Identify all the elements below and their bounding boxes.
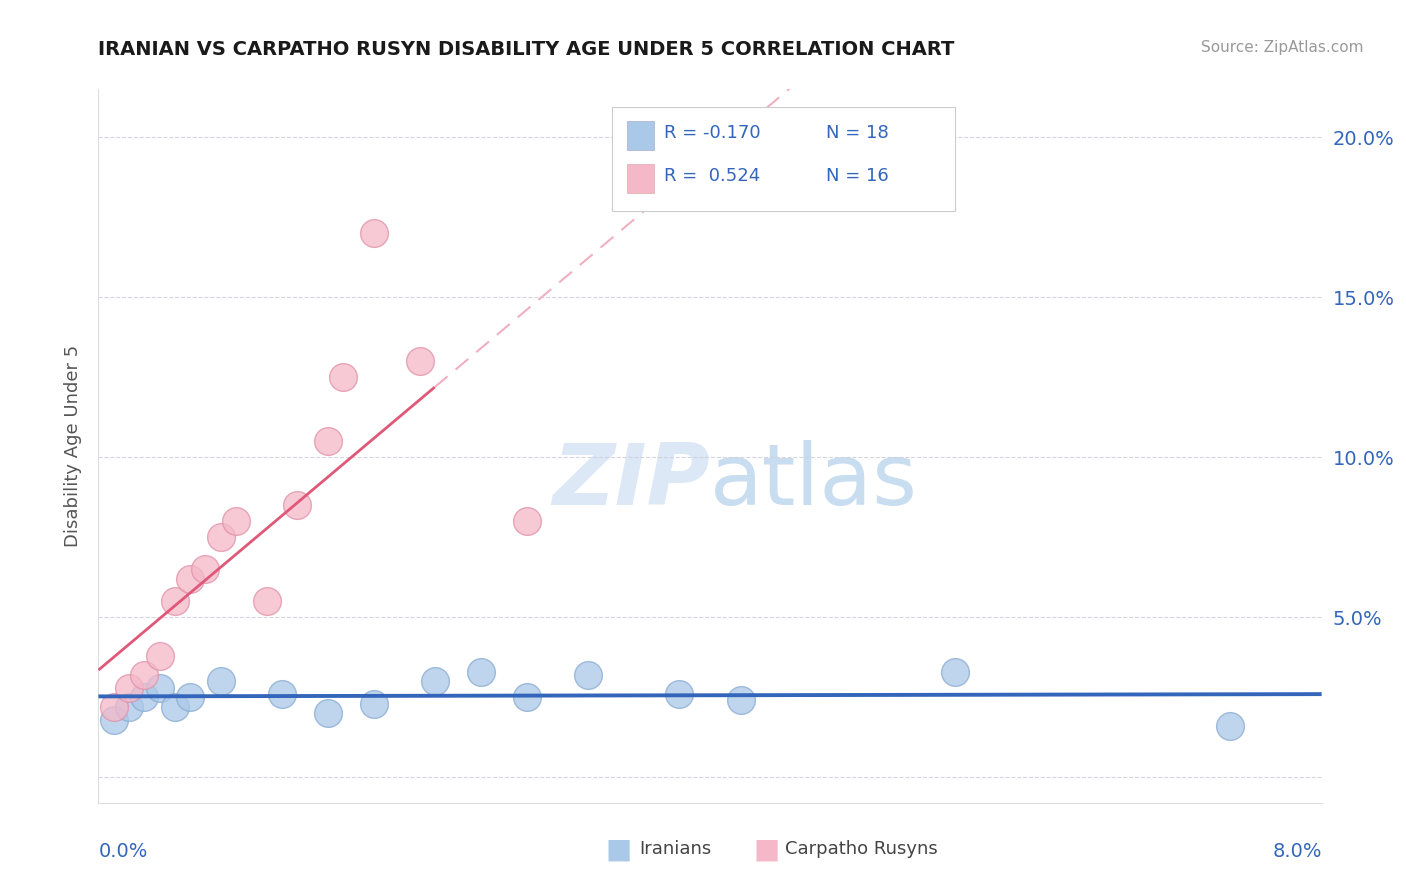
Point (256, 594, 278, 608)
Point (163, 594, 186, 608)
Point (516, 690, 538, 705)
Point (316, 706, 339, 721)
Point (332, 370, 354, 384)
Point (316, 434, 339, 449)
Point (668, 687, 690, 701)
Point (134, 690, 156, 705)
Text: ■: ■ (754, 835, 779, 863)
Point (118, 681, 141, 695)
Text: Carpatho Rusyns: Carpatho Rusyns (785, 840, 938, 858)
Point (285, 498, 308, 512)
Point (363, 697, 385, 711)
Point (209, 530, 232, 544)
Text: atlas: atlas (710, 440, 918, 524)
Point (576, 668, 599, 682)
Point (149, 681, 172, 695)
Text: IRANIAN VS CARPATHO RUSYN DISABILITY AGE UNDER 5 CORRELATION CHART: IRANIAN VS CARPATHO RUSYN DISABILITY AGE… (98, 40, 955, 59)
Point (209, 674, 232, 689)
Point (179, 690, 201, 705)
Point (1219, 719, 1241, 733)
Point (423, 674, 446, 689)
Point (149, 648, 172, 663)
Bar (627, 164, 654, 193)
Text: 0.0%: 0.0% (98, 842, 148, 861)
Point (270, 687, 294, 701)
Point (134, 668, 156, 682)
FancyBboxPatch shape (612, 107, 955, 211)
Point (408, 354, 430, 368)
Text: N = 18: N = 18 (827, 125, 889, 143)
Point (103, 713, 125, 727)
Text: R =  0.524: R = 0.524 (664, 168, 759, 186)
Text: 8.0%: 8.0% (1272, 842, 1322, 861)
Text: ■: ■ (606, 835, 631, 863)
Point (118, 699, 141, 714)
Point (470, 665, 492, 679)
Text: R = -0.170: R = -0.170 (664, 125, 761, 143)
Point (163, 699, 186, 714)
Point (516, 514, 538, 528)
Point (943, 665, 966, 679)
Point (730, 693, 752, 707)
Point (179, 572, 201, 586)
Text: Iranians: Iranians (640, 840, 711, 858)
Point (103, 699, 125, 714)
Text: Source: ZipAtlas.com: Source: ZipAtlas.com (1201, 40, 1364, 55)
Point (194, 562, 217, 576)
Point (363, 226, 385, 240)
Y-axis label: Disability Age Under 5: Disability Age Under 5 (63, 345, 82, 547)
Bar (627, 121, 654, 150)
Text: N = 16: N = 16 (827, 168, 889, 186)
Point (225, 514, 247, 528)
Text: ZIP: ZIP (553, 440, 710, 524)
